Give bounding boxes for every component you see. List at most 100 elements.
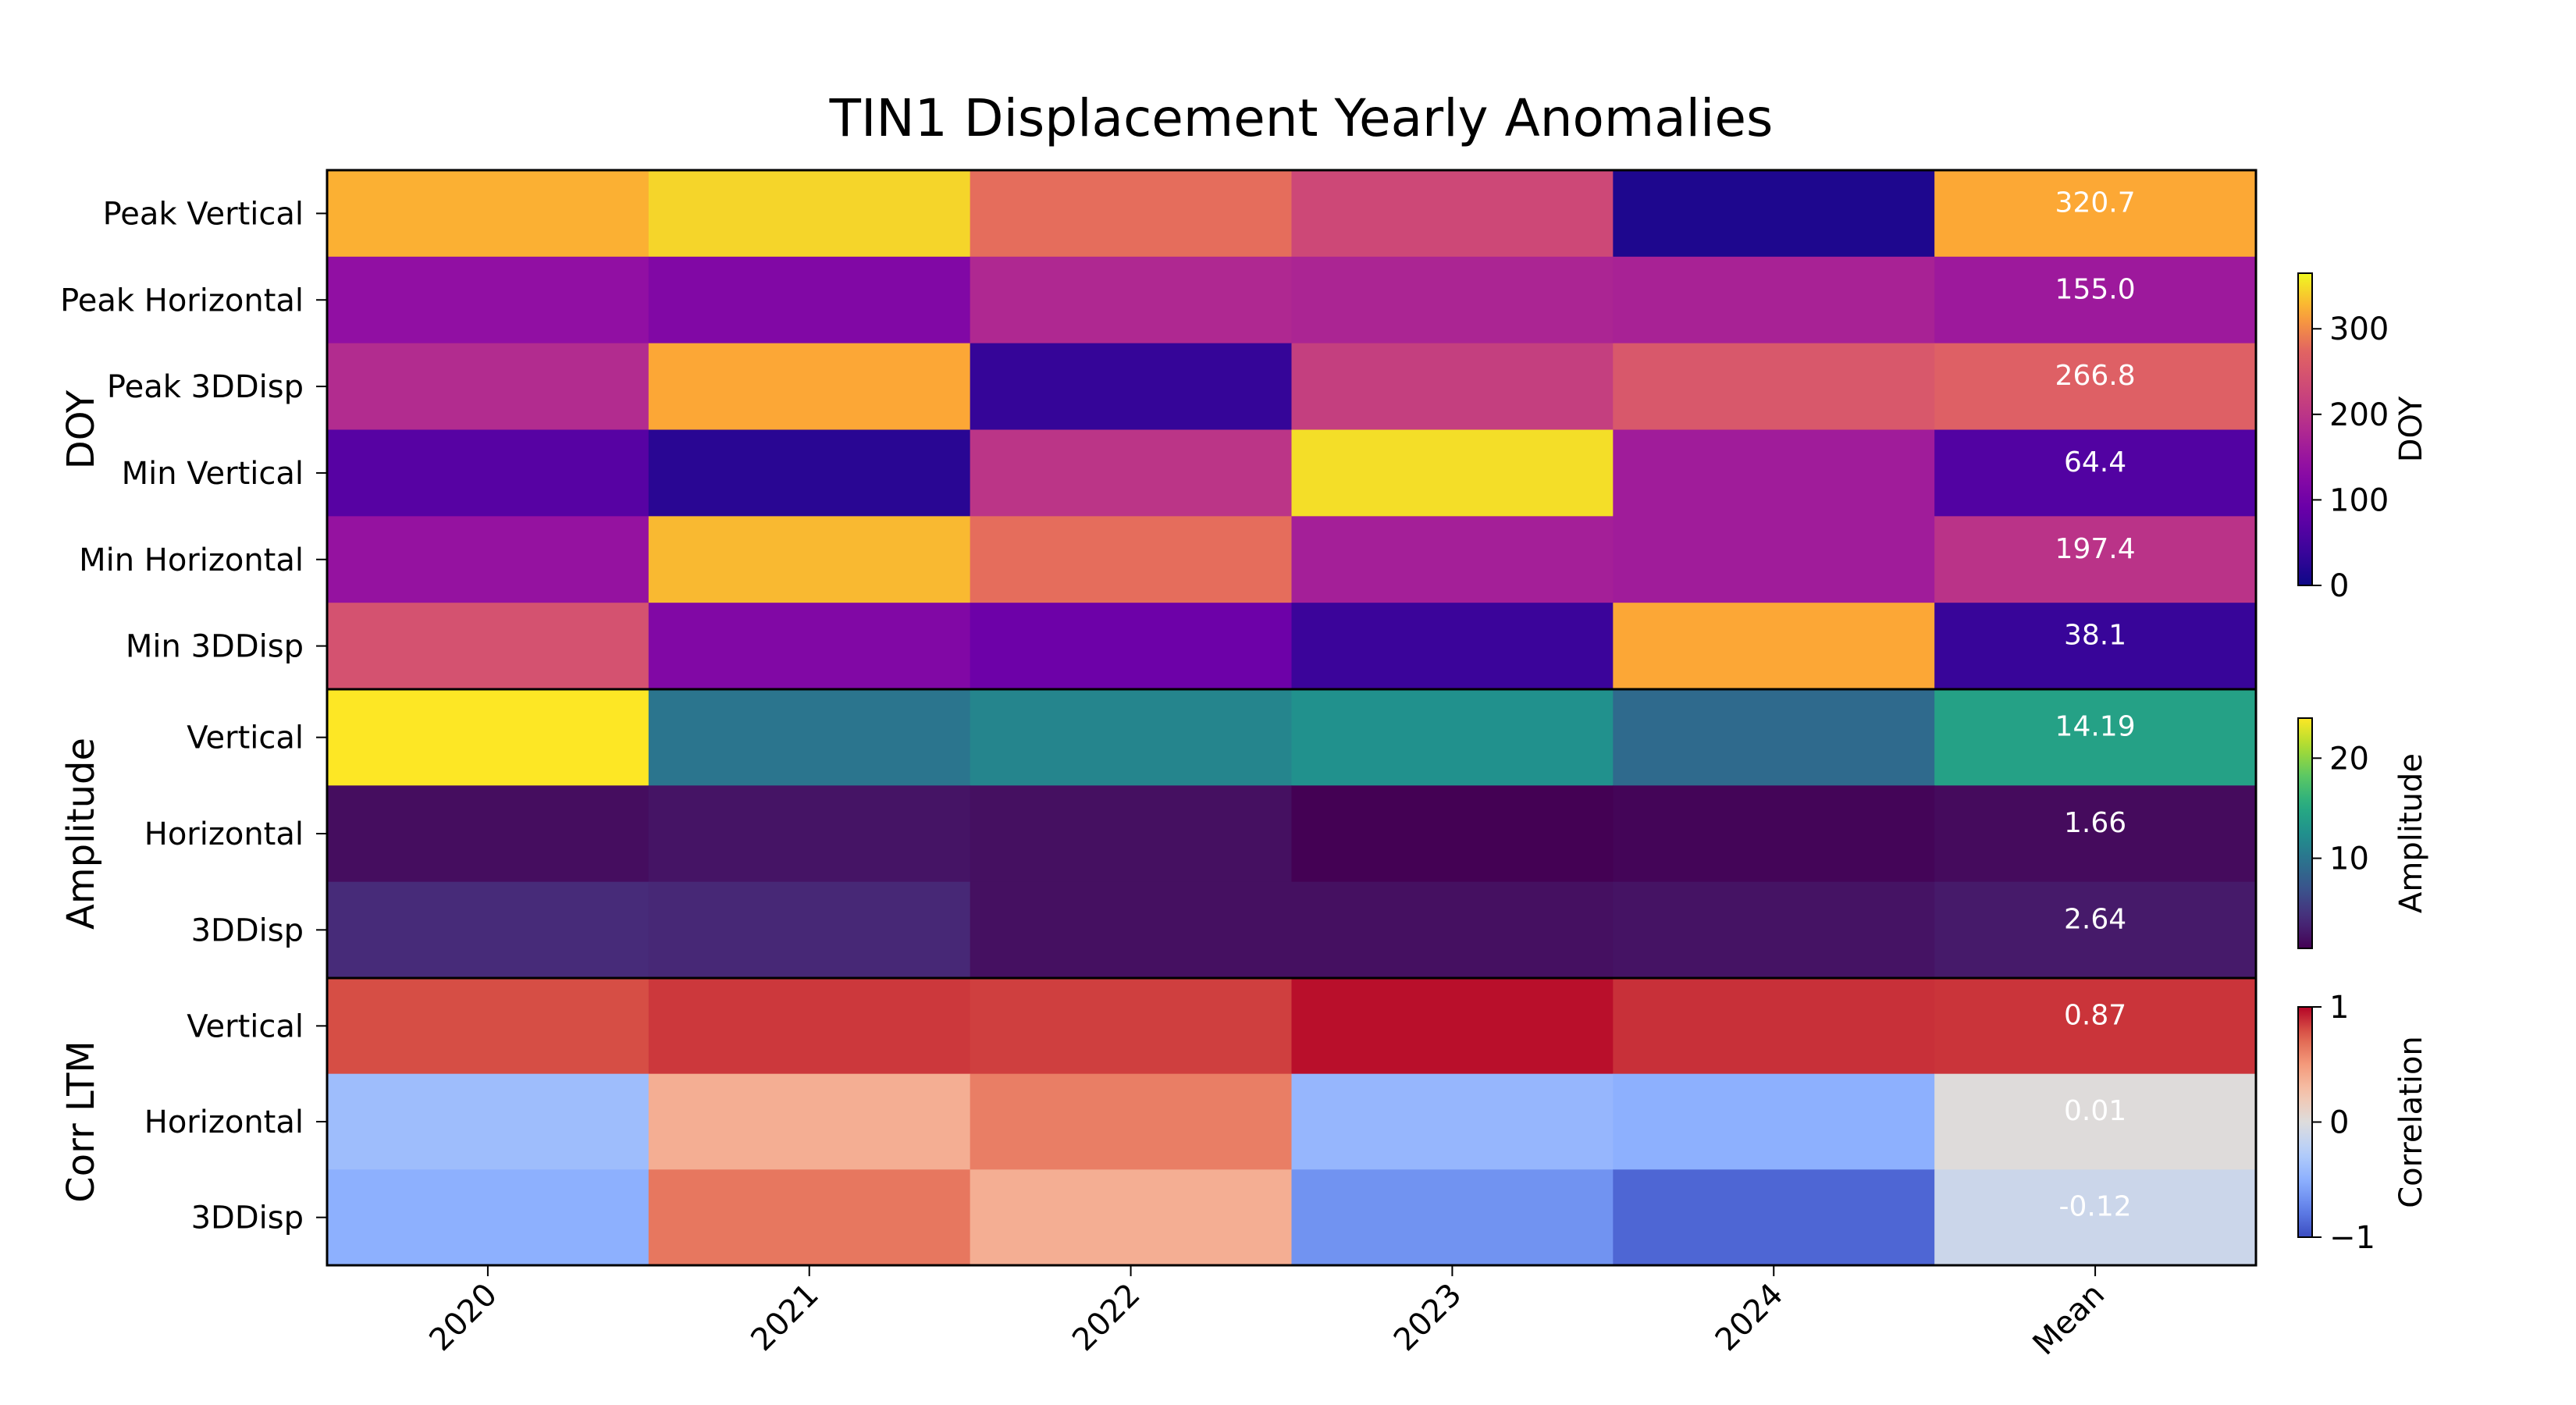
cell-value-label: 38.1 — [2064, 620, 2126, 652]
heatmap-cell — [1613, 170, 1935, 258]
cell-value-label: 0.87 — [2064, 999, 2126, 1031]
heatmap-cell — [970, 343, 1293, 431]
colorbar-tick-label: 10 — [2329, 841, 2369, 877]
colorbar-label: Correlation — [2393, 1036, 2429, 1208]
heatmap-cell — [1613, 785, 1935, 883]
heatmap-cell — [1613, 429, 1935, 517]
heatmap-cell — [327, 881, 649, 979]
x-tick-label: 2024 — [1709, 1277, 1791, 1359]
group-label: Amplitude — [59, 738, 103, 930]
heatmap-cell — [327, 689, 649, 786]
x-axis-ticks: 2020 2021 2022 2023 2024 Mean — [422, 1265, 2112, 1362]
heatmap-cell — [327, 343, 649, 431]
cell-value-label: 2.64 — [2064, 903, 2126, 935]
heatmap-cell — [1934, 603, 2257, 690]
heatmap-cell — [970, 170, 1293, 258]
heatmap-cell — [648, 1169, 971, 1266]
heatmap-cell — [970, 1169, 1293, 1266]
heatmap-cell — [1934, 429, 2257, 517]
heatmap-cell — [327, 603, 649, 690]
group-labels: DOY Amplitude Corr LTM — [59, 389, 103, 1203]
heatmap-cell — [970, 516, 1293, 603]
heatmap-cell — [1291, 1073, 1614, 1170]
chart-title: TIN1 Displacement Yearly Anomalies — [829, 88, 1774, 148]
heatmap-cell — [1291, 516, 1614, 603]
cell-value-label: 14.19 — [2055, 711, 2136, 743]
heatmap-cell — [970, 881, 1293, 979]
row-label: Min Vertical — [122, 456, 304, 492]
heatmap-cell — [1291, 689, 1614, 786]
heatmap-cell — [1613, 516, 1935, 603]
heatmap-cell — [970, 256, 1293, 344]
x-tick-label: 2020 — [422, 1277, 504, 1359]
row-label: Peak 3DDisp — [107, 369, 304, 405]
heatmap-cell — [970, 603, 1293, 690]
heatmap-cell — [1291, 978, 1614, 1075]
row-label: 3DDisp — [191, 912, 304, 948]
heatmap-cell — [327, 978, 649, 1075]
heatmap-cell — [1613, 603, 1935, 690]
heatmap-cell — [970, 429, 1293, 517]
heatmap-cell — [1934, 170, 2257, 258]
colorbar — [2297, 1006, 2313, 1238]
heatmap-cell — [1613, 1169, 1935, 1266]
heatmap-cell — [1291, 881, 1614, 979]
heatmap-cells: 320.7 155.0 266.8 64.4 197.4 38.1 14.19 1.66 2.6… — [327, 170, 2257, 1266]
colorbars: 0 100 200 300 DOY 10 20 Amplitude −1 0 1 Correlatio… — [2297, 272, 2429, 1256]
row-label: 3DDisp — [191, 1200, 304, 1236]
heatmap-cell — [327, 516, 649, 603]
colorbar-tick-label: 300 — [2329, 311, 2389, 347]
heatmap-cell — [970, 785, 1293, 883]
heatmap-cell — [1291, 170, 1614, 258]
x-tick-label: 2022 — [1066, 1277, 1147, 1359]
heatmap-cell — [648, 429, 971, 517]
colorbar — [2297, 717, 2313, 949]
row-label: Min 3DDisp — [126, 629, 304, 665]
cell-value-label: 155.0 — [2055, 273, 2136, 305]
heatmap-cell — [1613, 978, 1935, 1075]
colorbar-tick-label: 1 — [2329, 990, 2349, 1026]
row-label: Vertical — [187, 720, 304, 756]
cell-value-label: 64.4 — [2064, 446, 2126, 478]
colorbar-tick-label: 20 — [2329, 741, 2369, 777]
colorbar-tick-label: 0 — [2329, 1105, 2349, 1141]
heatmap-cell — [327, 785, 649, 883]
colorbar-tick-label: 200 — [2329, 397, 2389, 433]
group-label: Corr LTM — [59, 1040, 103, 1203]
x-tick-label: Mean — [2026, 1277, 2112, 1363]
heatmap-cell — [1613, 881, 1935, 979]
row-label: Peak Vertical — [103, 196, 304, 232]
row-label: Horizontal — [144, 1104, 304, 1140]
row-labels: Peak Vertical Peak Horizontal Peak 3DDisp M… — [60, 196, 327, 1236]
heatmap-cell — [648, 170, 971, 258]
colorbar-tick-label: −1 — [2329, 1220, 2375, 1256]
heatmap-cell — [1934, 978, 2257, 1075]
heatmap-cell — [1613, 689, 1935, 786]
heatmap-cell — [1934, 256, 2257, 344]
cell-value-label: 266.8 — [2055, 360, 2136, 392]
colorbar-tick-label: 0 — [2329, 568, 2349, 604]
heatmap-cell — [327, 1073, 649, 1170]
heatmap-cell — [1934, 343, 2257, 431]
heatmap-cell — [1291, 256, 1614, 344]
heatmap-cell — [1934, 881, 2257, 979]
colorbar-tick-label: 100 — [2329, 482, 2389, 518]
heatmap-cell — [1613, 343, 1935, 431]
row-label: Horizontal — [144, 816, 304, 852]
heatmap-cell — [648, 978, 971, 1075]
heatmap-cell — [970, 1073, 1293, 1170]
heatmap-cell — [1934, 1169, 2257, 1266]
colorbar-label: DOY — [2393, 396, 2429, 462]
heatmap-cell — [970, 689, 1293, 786]
row-label: Vertical — [187, 1008, 304, 1044]
heatmap-cell — [1291, 785, 1614, 883]
heatmap-cell — [648, 881, 971, 979]
heatmap-cell — [1934, 1073, 2257, 1170]
heatmap-cell — [648, 785, 971, 883]
cell-value-label: 0.01 — [2064, 1095, 2126, 1127]
colorbar-label: Amplitude — [2393, 753, 2429, 913]
colorbar — [2297, 272, 2313, 586]
row-label: Peak Horizontal — [60, 283, 304, 318]
heatmap-cell — [648, 343, 971, 431]
heatmap-cell — [648, 1073, 971, 1170]
